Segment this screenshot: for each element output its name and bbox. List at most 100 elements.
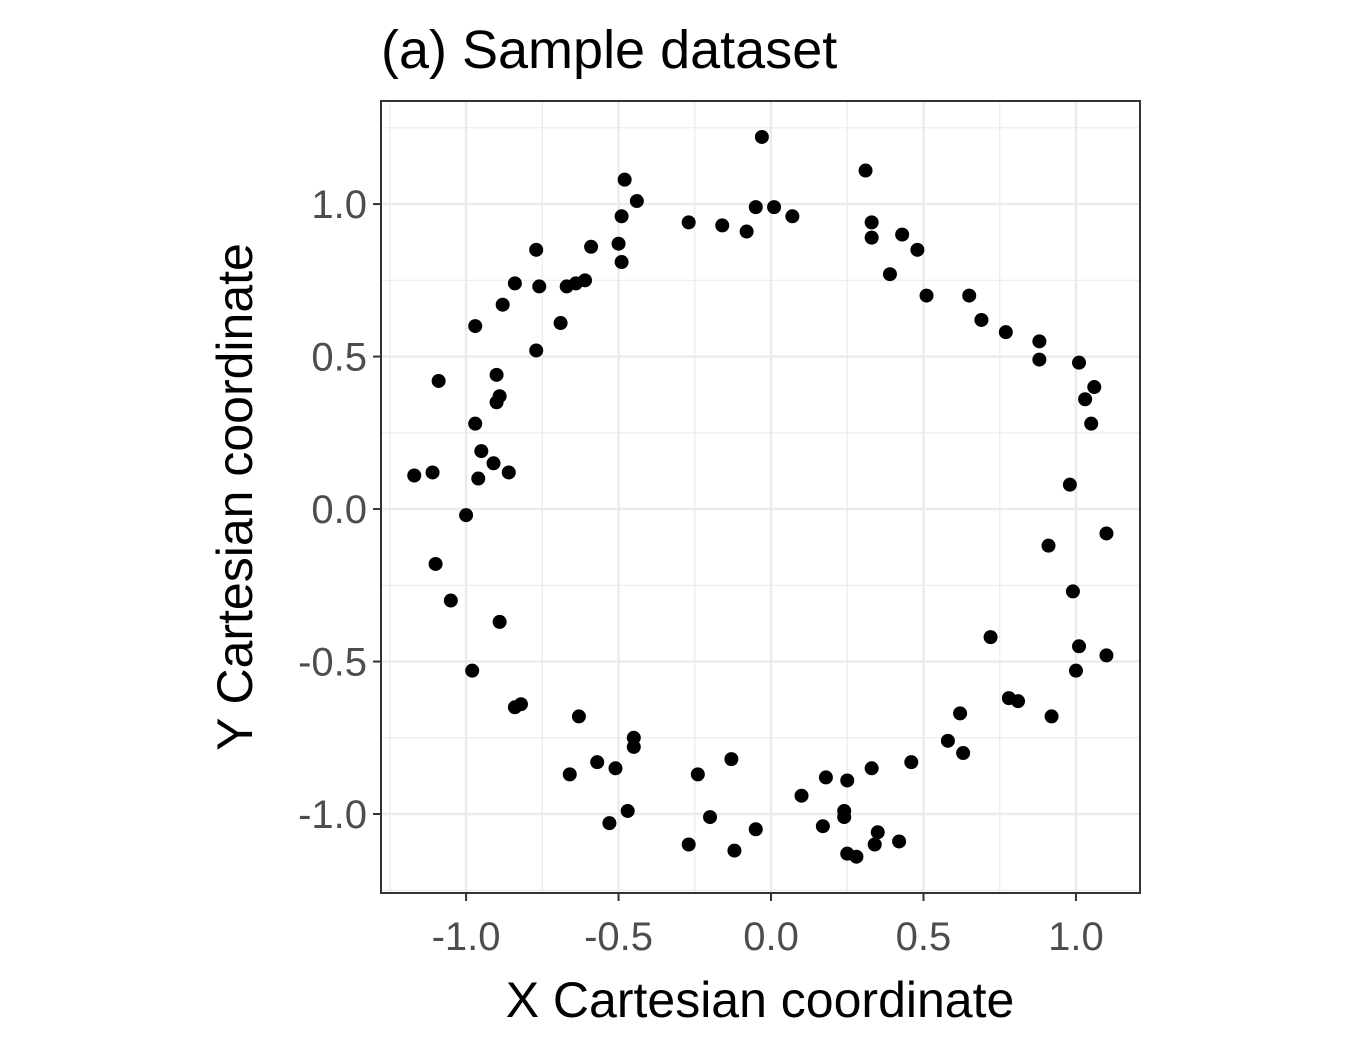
data-point	[626, 739, 641, 754]
y-tick-label: -1.0	[298, 793, 367, 837]
data-point	[1072, 639, 1087, 654]
data-point	[428, 556, 443, 571]
data-point	[953, 706, 968, 721]
data-point	[1068, 663, 1083, 678]
data-point	[608, 761, 623, 776]
data-point	[1062, 477, 1077, 492]
data-point	[715, 218, 730, 233]
data-point	[431, 373, 446, 388]
data-point	[940, 733, 955, 748]
data-point	[468, 416, 483, 431]
data-point	[998, 325, 1013, 340]
data-point	[895, 227, 910, 242]
data-point	[501, 465, 516, 480]
data-point	[727, 843, 742, 858]
data-point	[532, 279, 547, 294]
y-tick-label: 1.0	[311, 183, 367, 227]
data-point	[507, 276, 522, 291]
data-point	[590, 755, 605, 770]
data-point	[495, 297, 510, 312]
data-point	[681, 837, 696, 852]
y-axis-label: Y Cartesian coordinate	[207, 243, 263, 751]
data-point	[513, 697, 528, 712]
data-point	[1044, 709, 1059, 724]
data-point	[1032, 352, 1047, 367]
data-point	[962, 288, 977, 303]
data-point	[882, 267, 897, 282]
data-point	[794, 788, 809, 803]
data-point	[553, 316, 568, 331]
data-point	[748, 200, 763, 215]
data-point	[1084, 416, 1099, 431]
data-point	[571, 709, 586, 724]
data-point	[849, 849, 864, 864]
data-point	[407, 468, 422, 483]
data-point	[1099, 526, 1114, 541]
data-point	[864, 761, 879, 776]
data-point	[611, 236, 626, 251]
data-point	[425, 465, 440, 480]
data-point	[471, 471, 486, 486]
data-point	[1041, 538, 1056, 553]
data-point	[910, 242, 925, 257]
data-point	[492, 614, 507, 629]
y-tick-label: -0.5	[298, 641, 367, 685]
data-point	[864, 230, 879, 245]
data-point	[1078, 392, 1093, 407]
data-point	[892, 834, 907, 849]
data-point	[974, 312, 989, 327]
data-point	[1065, 584, 1080, 599]
data-point	[486, 456, 501, 471]
x-tick-label: 0.5	[896, 915, 952, 959]
data-point	[459, 508, 474, 523]
data-point	[602, 816, 617, 831]
data-point	[703, 810, 718, 825]
data-point	[785, 209, 800, 224]
x-tick-label: -1.0	[432, 915, 501, 959]
data-point	[870, 825, 885, 840]
points	[407, 129, 1114, 864]
data-point	[529, 343, 544, 358]
x-axis-label: X Cartesian coordinate	[506, 972, 1015, 1028]
x-tick-label: 0.0	[743, 915, 799, 959]
data-point	[620, 803, 635, 818]
data-point	[465, 663, 480, 678]
y-tick-label: 0.0	[311, 488, 367, 532]
data-point	[681, 215, 696, 230]
data-point	[983, 630, 998, 645]
data-point	[754, 129, 769, 144]
data-point	[690, 767, 705, 782]
plot-panel	[381, 101, 1140, 893]
data-point	[904, 755, 919, 770]
x-tick-label: 1.0	[1048, 915, 1104, 959]
data-point	[739, 224, 754, 239]
data-point	[468, 319, 483, 334]
data-point	[443, 593, 458, 608]
x-tick-label: -0.5	[584, 915, 653, 959]
grid	[381, 101, 1140, 893]
data-point	[1072, 355, 1087, 370]
data-point	[815, 819, 830, 834]
data-point	[1099, 648, 1114, 663]
data-point	[867, 837, 882, 852]
data-point	[584, 239, 599, 254]
chart-title: (a) Sample dataset	[381, 20, 837, 80]
data-point	[767, 200, 782, 215]
data-point	[529, 242, 544, 257]
data-point	[956, 746, 971, 761]
data-point	[1011, 694, 1026, 709]
data-point	[489, 367, 504, 382]
data-point	[614, 209, 629, 224]
data-point	[474, 444, 489, 459]
data-point	[748, 822, 763, 837]
data-point	[840, 773, 855, 788]
data-point	[919, 288, 934, 303]
data-point	[629, 194, 644, 209]
data-point	[864, 215, 879, 230]
data-point	[818, 770, 833, 785]
data-point	[578, 273, 593, 288]
data-point	[562, 767, 577, 782]
data-point	[724, 752, 739, 767]
data-point	[614, 255, 629, 270]
